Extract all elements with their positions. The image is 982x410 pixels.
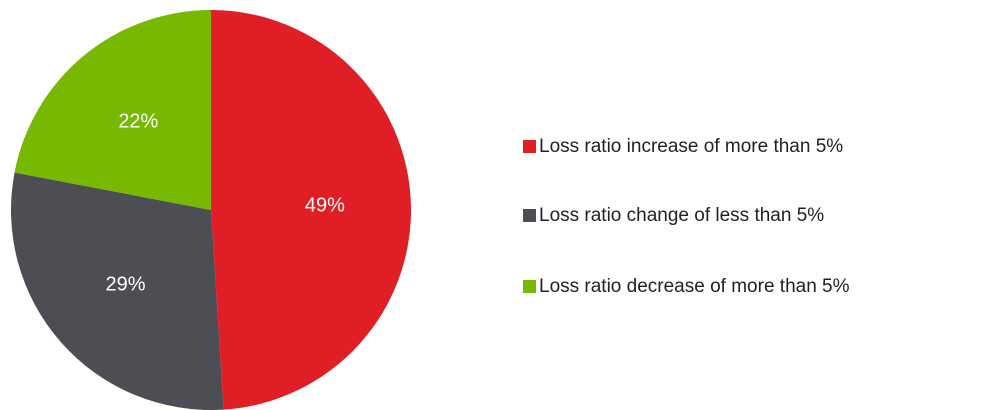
pie-slice: [10, 172, 224, 410]
legend-label: Loss ratio decrease of more than 5%: [539, 276, 850, 297]
data-label: 22%: [118, 110, 158, 132]
pie-slice: [211, 10, 412, 410]
data-label: 29%: [105, 274, 145, 296]
legend-label: Loss ratio change of less than 5%: [539, 205, 824, 226]
pie-slice: [14, 10, 211, 210]
legend-label: Loss ratio increase of more than 5%: [539, 136, 843, 157]
legend-swatch: [523, 140, 536, 153]
legend-swatch: [523, 209, 536, 222]
data-label: 49%: [305, 195, 345, 217]
legend-swatch: [523, 280, 536, 293]
